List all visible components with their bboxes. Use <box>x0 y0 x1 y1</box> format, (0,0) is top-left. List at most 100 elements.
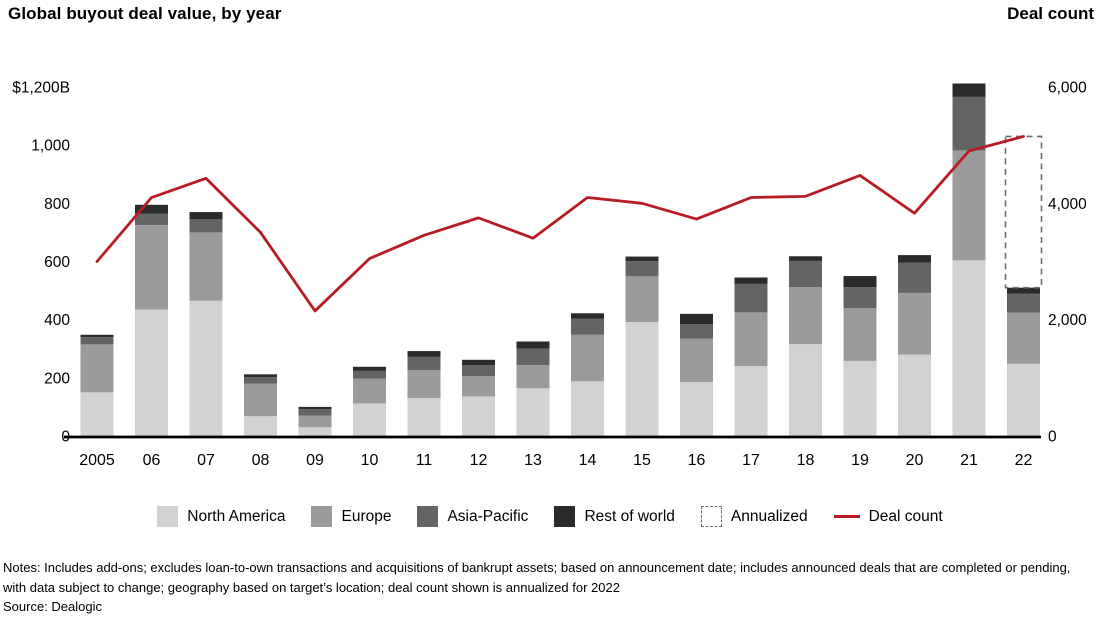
bar-segment-12 <box>462 365 495 377</box>
legend: North America Europe Asia-Pacific Rest o… <box>0 506 1100 527</box>
bar-segment-15 <box>625 321 659 436</box>
north-america-swatch <box>157 506 179 527</box>
bar-segment-21 <box>952 150 986 261</box>
bar-segment-19 <box>843 276 877 288</box>
bar-segment-17 <box>734 366 768 436</box>
source-text: Source: Dealogic <box>3 599 102 614</box>
bar-segment-11 <box>407 398 441 436</box>
annualized-dashed-swatch <box>700 506 722 527</box>
legend-label-north-america: North America <box>187 507 286 525</box>
legend-label-asia-pacific: Asia-Pacific <box>447 507 529 525</box>
bar-segment-17 <box>734 312 768 367</box>
bar-segment-16 <box>680 338 713 383</box>
bar-segment-06 <box>135 213 168 226</box>
x-axis-label-14: 14 <box>579 452 597 469</box>
bar-segment-12 <box>462 376 495 397</box>
left-axis-tick: $1,200B <box>12 80 70 97</box>
bar-segment-20 <box>898 292 931 355</box>
right-axis-tick: 0 <box>1048 429 1057 446</box>
bar-segment-09 <box>298 415 332 428</box>
bar-segment-11 <box>407 351 441 357</box>
bar-segment-10 <box>353 370 386 379</box>
bar-segment-10 <box>353 403 386 436</box>
legend-item-rest-of-world: Rest of world <box>554 506 675 527</box>
bar-segment-22 <box>1007 312 1040 364</box>
bar-segment-15 <box>625 276 659 322</box>
bar-segment-08 <box>244 374 277 378</box>
notes-text: Notes: Includes add-ons; excludes loan-t… <box>3 560 1071 595</box>
bar-segment-10 <box>353 378 386 404</box>
bar-segment-07 <box>189 212 223 220</box>
bar-segment-20 <box>898 255 931 263</box>
x-axis-label-07: 07 <box>197 452 215 469</box>
right-axis-title: Deal count <box>1007 4 1094 23</box>
chart-area: $1,200B 1,000 800 600 400 200 0 6,000 4,000 2,000… <box>12 80 1087 470</box>
legend-item-asia-pacific: Asia-Pacific <box>417 506 528 527</box>
bar-segment-22 <box>1007 287 1040 294</box>
x-axis-label-21: 21 <box>960 452 978 469</box>
bar-segment-19 <box>843 287 877 309</box>
bar-segment-19 <box>843 308 877 361</box>
x-axis-label-13: 13 <box>524 452 542 469</box>
bar-segment-12 <box>462 359 495 366</box>
legend-item-north-america: North America <box>157 506 285 527</box>
legend-label-deal-count: Deal count <box>868 507 943 525</box>
x-axis-label-06: 06 <box>143 452 161 469</box>
x-axis-label-18: 18 <box>797 452 815 469</box>
right-axis-tick: 2,000 <box>1048 312 1087 329</box>
asia-pacific-swatch <box>417 506 439 527</box>
bar-segment-18 <box>789 287 822 345</box>
legend-item-annualized: Annualized <box>700 506 808 527</box>
bar-segment-13 <box>516 388 550 436</box>
bar-segment-18 <box>789 260 822 288</box>
bar-segment-14 <box>571 318 604 335</box>
bar-segment-19 <box>843 360 877 436</box>
legend-label-annualized: Annualized <box>730 507 808 525</box>
bar-segment-07 <box>189 300 223 436</box>
bar-segment-08 <box>244 383 277 417</box>
annualized-dashed-box <box>1004 135 1043 289</box>
footnotes: Notes: Includes add-ons; excludes loan-t… <box>3 558 1097 617</box>
chart-title: Global buyout deal value, by year <box>8 4 282 23</box>
bar-segment-08 <box>244 377 277 384</box>
x-axis-label-11: 11 <box>416 452 433 469</box>
x-axis-label-12: 12 <box>470 452 488 469</box>
bar-segment-09 <box>298 427 332 436</box>
bar-segment-2005 <box>80 344 114 393</box>
left-axis-tick: 400 <box>44 312 70 329</box>
x-axis-label-15: 15 <box>633 452 651 469</box>
x-axis-label-08: 08 <box>252 452 270 469</box>
bar-segment-14 <box>571 313 604 319</box>
left-axis-tick: 800 <box>44 196 70 213</box>
x-axis-label-17: 17 <box>742 452 760 469</box>
left-axis-tick: 600 <box>44 254 70 271</box>
bar-segment-16 <box>680 313 713 325</box>
bar-segment-06 <box>135 225 168 310</box>
x-axis-label-19: 19 <box>851 452 869 469</box>
right-axis-tick: 6,000 <box>1048 80 1087 97</box>
bar-segment-17 <box>734 283 768 313</box>
bar-segment-09 <box>298 406 332 410</box>
x-axis-label-22: 22 <box>1015 452 1033 469</box>
bar-segment-07 <box>189 219 223 233</box>
bar-segment-21 <box>952 96 986 151</box>
bar-segment-11 <box>407 356 441 370</box>
bar-segment-21 <box>952 83 986 97</box>
bar-segment-2005 <box>80 337 114 345</box>
bar-segment-20 <box>898 354 931 436</box>
bar-segment-12 <box>462 396 495 436</box>
left-axis-tick: 1,000 <box>31 138 70 155</box>
x-axis-label-10: 10 <box>361 452 379 469</box>
bar-segment-18 <box>789 344 822 436</box>
bar-segment-08 <box>244 416 277 436</box>
x-axis-label-16: 16 <box>688 452 706 469</box>
bar-segment-18 <box>789 256 822 261</box>
bar-segment-07 <box>189 232 223 301</box>
bar-segment-09 <box>298 409 332 416</box>
bar-segment-13 <box>516 341 550 349</box>
rest-of-world-swatch <box>554 506 576 527</box>
bar-segment-20 <box>898 262 931 293</box>
x-axis-label-09: 09 <box>306 452 324 469</box>
deal-count-line-swatch <box>833 515 860 518</box>
